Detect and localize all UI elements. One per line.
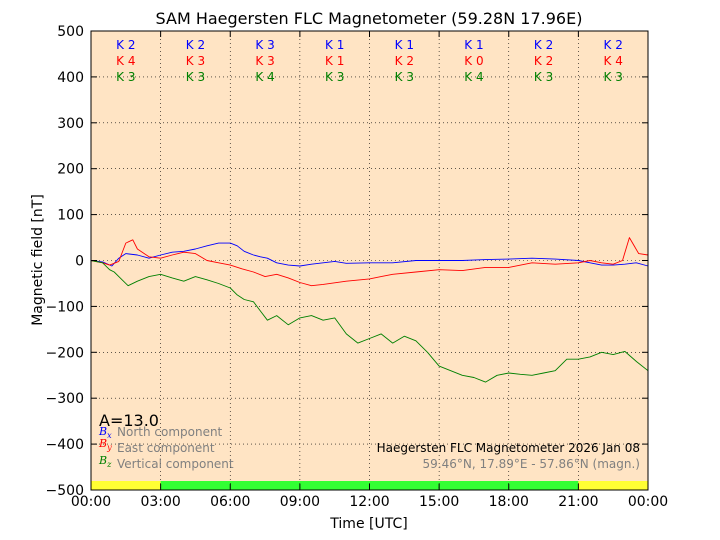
legend-symbol: Bx	[98, 425, 112, 440]
y-tick-label: −100	[46, 299, 84, 315]
x-axis-label: Time [UTC]	[329, 516, 407, 532]
x-tick-label: 06:00	[210, 494, 250, 510]
y-tick-label: 200	[57, 162, 84, 178]
k-index-label: K 1	[464, 38, 483, 52]
k-index-label: K 2	[395, 54, 414, 68]
status-segment	[578, 481, 648, 490]
x-tick-label: 00:00	[71, 494, 111, 510]
k-index-label: K 3	[116, 70, 135, 84]
x-tick-label: 12:00	[349, 494, 389, 510]
y-tick-label: −400	[46, 437, 84, 453]
k-index-label: K 3	[255, 38, 274, 52]
k-index-labels: K 2 K 2 K 3 K 1 K 1 K 1 K 2 K 2 K 4 K 3 K 3 K 1 K 2 K…	[116, 38, 623, 84]
k-index-label: K 1	[395, 38, 414, 52]
series-line	[90, 260, 649, 383]
y-tick-label: 300	[57, 116, 84, 132]
station-caption: Haegersten FLC Magnetometer 2026 Jan 08	[377, 441, 640, 455]
k-index-label: K 2	[604, 38, 623, 52]
y-tick-label: −500	[46, 483, 84, 499]
grid	[91, 31, 648, 490]
x-tick-label: 03:00	[140, 494, 180, 510]
x-tick-label: 09:00	[280, 494, 320, 510]
legend-label: Vertical component	[117, 457, 234, 471]
y-axis-label: Magnetic field [nT]	[30, 194, 46, 326]
legend: Bx North component By East component Bz …	[98, 425, 234, 471]
x-tick-label: 00:00	[628, 494, 668, 510]
k-index-label: K 2	[116, 38, 135, 52]
coords-caption: 59.46°N, 17.89°E - 57.86°N (magn.)	[423, 457, 640, 471]
k-index-label: K 1	[325, 38, 344, 52]
k-index-label: K 3	[325, 70, 344, 84]
status-segment	[91, 481, 161, 490]
k-index-label: K 3	[186, 54, 205, 68]
k-index-label: K 2	[534, 54, 553, 68]
k-index-label: K 3	[534, 70, 553, 84]
series-line	[90, 237, 649, 287]
k-index-label: K 0	[464, 54, 483, 68]
x-tick-label: 21:00	[558, 494, 598, 510]
k-index-label: K 3	[255, 54, 274, 68]
legend-item-east: By East component	[98, 437, 215, 455]
series-lines	[90, 237, 649, 383]
legend-symbol: Bz	[98, 454, 112, 469]
k-index-label: K 4	[255, 70, 274, 84]
legend-label: North component	[117, 425, 223, 439]
k-index-label: K 3	[604, 70, 623, 84]
k-index-label: K 3	[186, 70, 205, 84]
y-tick-label: 500	[57, 24, 84, 40]
a-index: A=13.0	[99, 411, 159, 430]
y-tick-label: 400	[57, 70, 84, 86]
k-index-label: K 4	[116, 54, 135, 68]
axis-ticks	[90, 30, 649, 491]
legend-item-north: Bx North component	[98, 425, 223, 440]
x-tick-label: 15:00	[419, 494, 459, 510]
y-tick-label: −300	[46, 391, 84, 407]
k-index-label: K 2	[534, 38, 553, 52]
legend-label: East component	[117, 441, 215, 455]
legend-item-vertical: Bz Vertical component	[98, 454, 234, 471]
y-tick-label: −200	[46, 345, 84, 361]
tick-labels: 00:00 03:00 06:00 09:00 12:00 15:00 18:00 21:00…	[46, 24, 669, 510]
k-index-label: K 2	[186, 38, 205, 52]
k-index-label: K 1	[325, 54, 344, 68]
k-index-label: K 4	[464, 70, 483, 84]
series-line	[90, 242, 649, 267]
y-tick-label: 0	[75, 254, 84, 270]
y-tick-label: 100	[57, 208, 84, 224]
k-index-label: K 3	[395, 70, 414, 84]
x-tick-label: 18:00	[489, 494, 529, 510]
chart-title: SAM Haegersten FLC Magnetometer (59.28N …	[156, 9, 583, 28]
legend-symbol: By	[98, 437, 112, 452]
k-index-label: K 4	[604, 54, 623, 68]
